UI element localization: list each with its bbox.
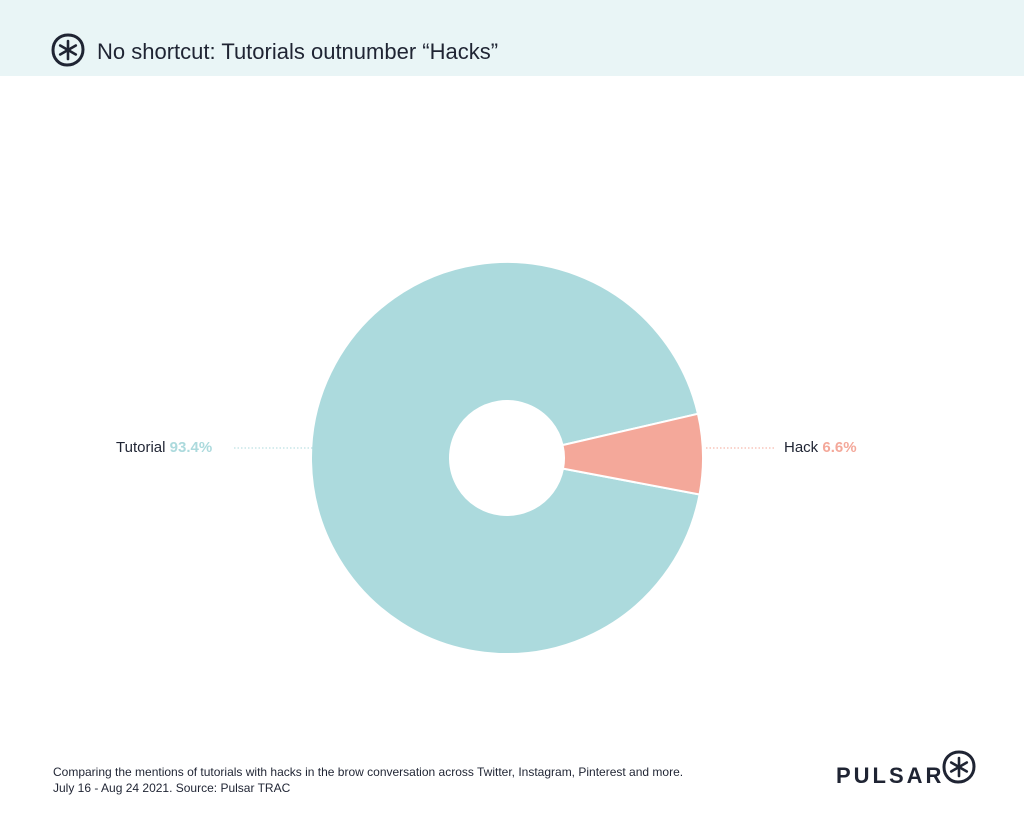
pulsar-asterisk-icon (942, 750, 976, 784)
slice-label-tutorial-name: Tutorial (116, 439, 166, 456)
pulsar-asterisk-icon (51, 33, 85, 67)
footer-source: July 16 - Aug 24 2021. Source: Pulsar TR… (53, 781, 291, 795)
header-bar: No shortcut: Tutorials outnumber “Hacks” (0, 0, 1024, 76)
footer-description: Comparing the mentions of tutorials with… (53, 765, 684, 779)
slice-label-tutorial: Tutorial 93.4% (116, 438, 212, 458)
slice-label-hack: Hack 6.6% (784, 438, 857, 458)
brand-wordmark: PULSAR (836, 763, 945, 788)
chart-title: No shortcut: Tutorials outnumber “Hacks” (97, 39, 499, 64)
slice-label-hack-name: Hack (784, 439, 819, 456)
slice-label-hack-value: 6.6% (822, 439, 857, 456)
donut-slice-tutorial (310, 261, 701, 655)
footer-caption: Comparing the mentions of tutorials with… (53, 764, 683, 796)
donut-slice-hack (561, 412, 704, 496)
slice-label-tutorial-value: 93.4% (169, 439, 213, 456)
